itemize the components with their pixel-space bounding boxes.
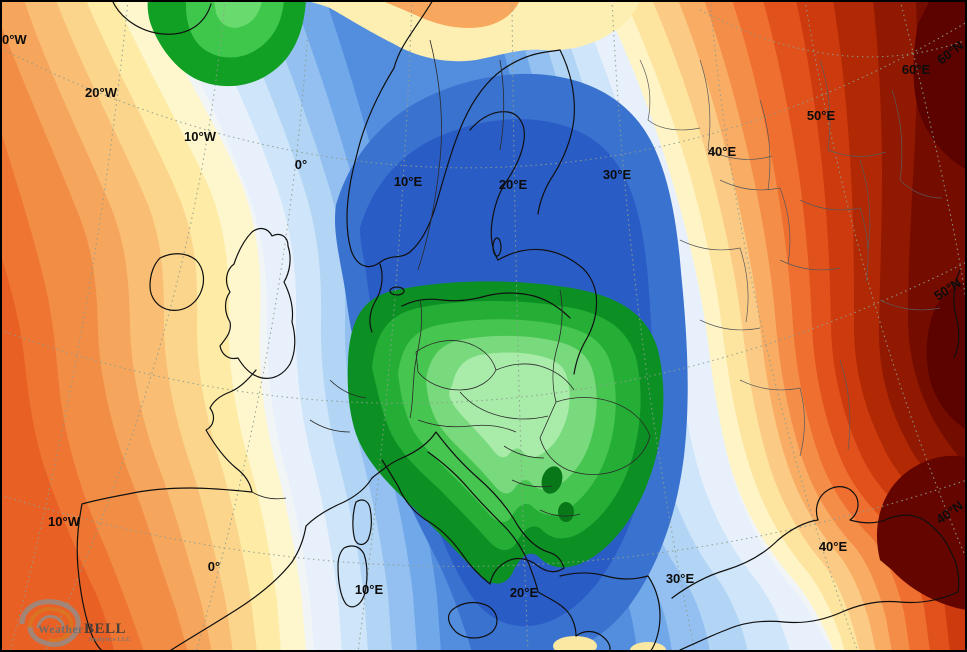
graticule-label: 20°W xyxy=(85,85,118,100)
logo-bell-text: BELL xyxy=(84,621,126,637)
anomaly-green-iceland xyxy=(147,0,306,87)
graticule-label: 30°E xyxy=(666,571,695,586)
logo-subtitle-text: Analytics LLC xyxy=(88,637,131,643)
coastlines xyxy=(76,0,961,652)
anomaly-top-strip xyxy=(304,0,640,62)
graticule-label: 0° xyxy=(295,157,307,172)
region-borders-east xyxy=(639,59,943,457)
graticule-label: 40°E xyxy=(708,144,737,159)
weatherbell-logo: Weather BELL Analytics LLC xyxy=(19,599,131,647)
anomaly-green-core xyxy=(347,281,664,584)
anomaly-field-east xyxy=(597,0,967,652)
hurricane-swirl-icon xyxy=(19,599,81,647)
graticule-label: 60°E xyxy=(902,62,931,77)
graticule-label: 10°W xyxy=(184,129,217,144)
graticule-label: 0° xyxy=(208,559,220,574)
logo-weather-text: Weather xyxy=(38,624,84,636)
graticule-label: 10°E xyxy=(355,582,384,597)
graticule-label: 30°E xyxy=(603,167,632,182)
graticule-label: 40°E xyxy=(819,539,848,554)
graticule-label: 20°E xyxy=(499,177,528,192)
graticule-label: 10°E xyxy=(394,174,423,189)
graticule-label: 0°W xyxy=(2,32,27,47)
graticule-label: 50°E xyxy=(807,108,836,123)
graticule-label: 10°W xyxy=(48,514,81,529)
country-borders xyxy=(251,39,651,517)
anomaly-spots-aegean xyxy=(553,636,666,652)
graticule-label: 20°E xyxy=(510,585,539,600)
